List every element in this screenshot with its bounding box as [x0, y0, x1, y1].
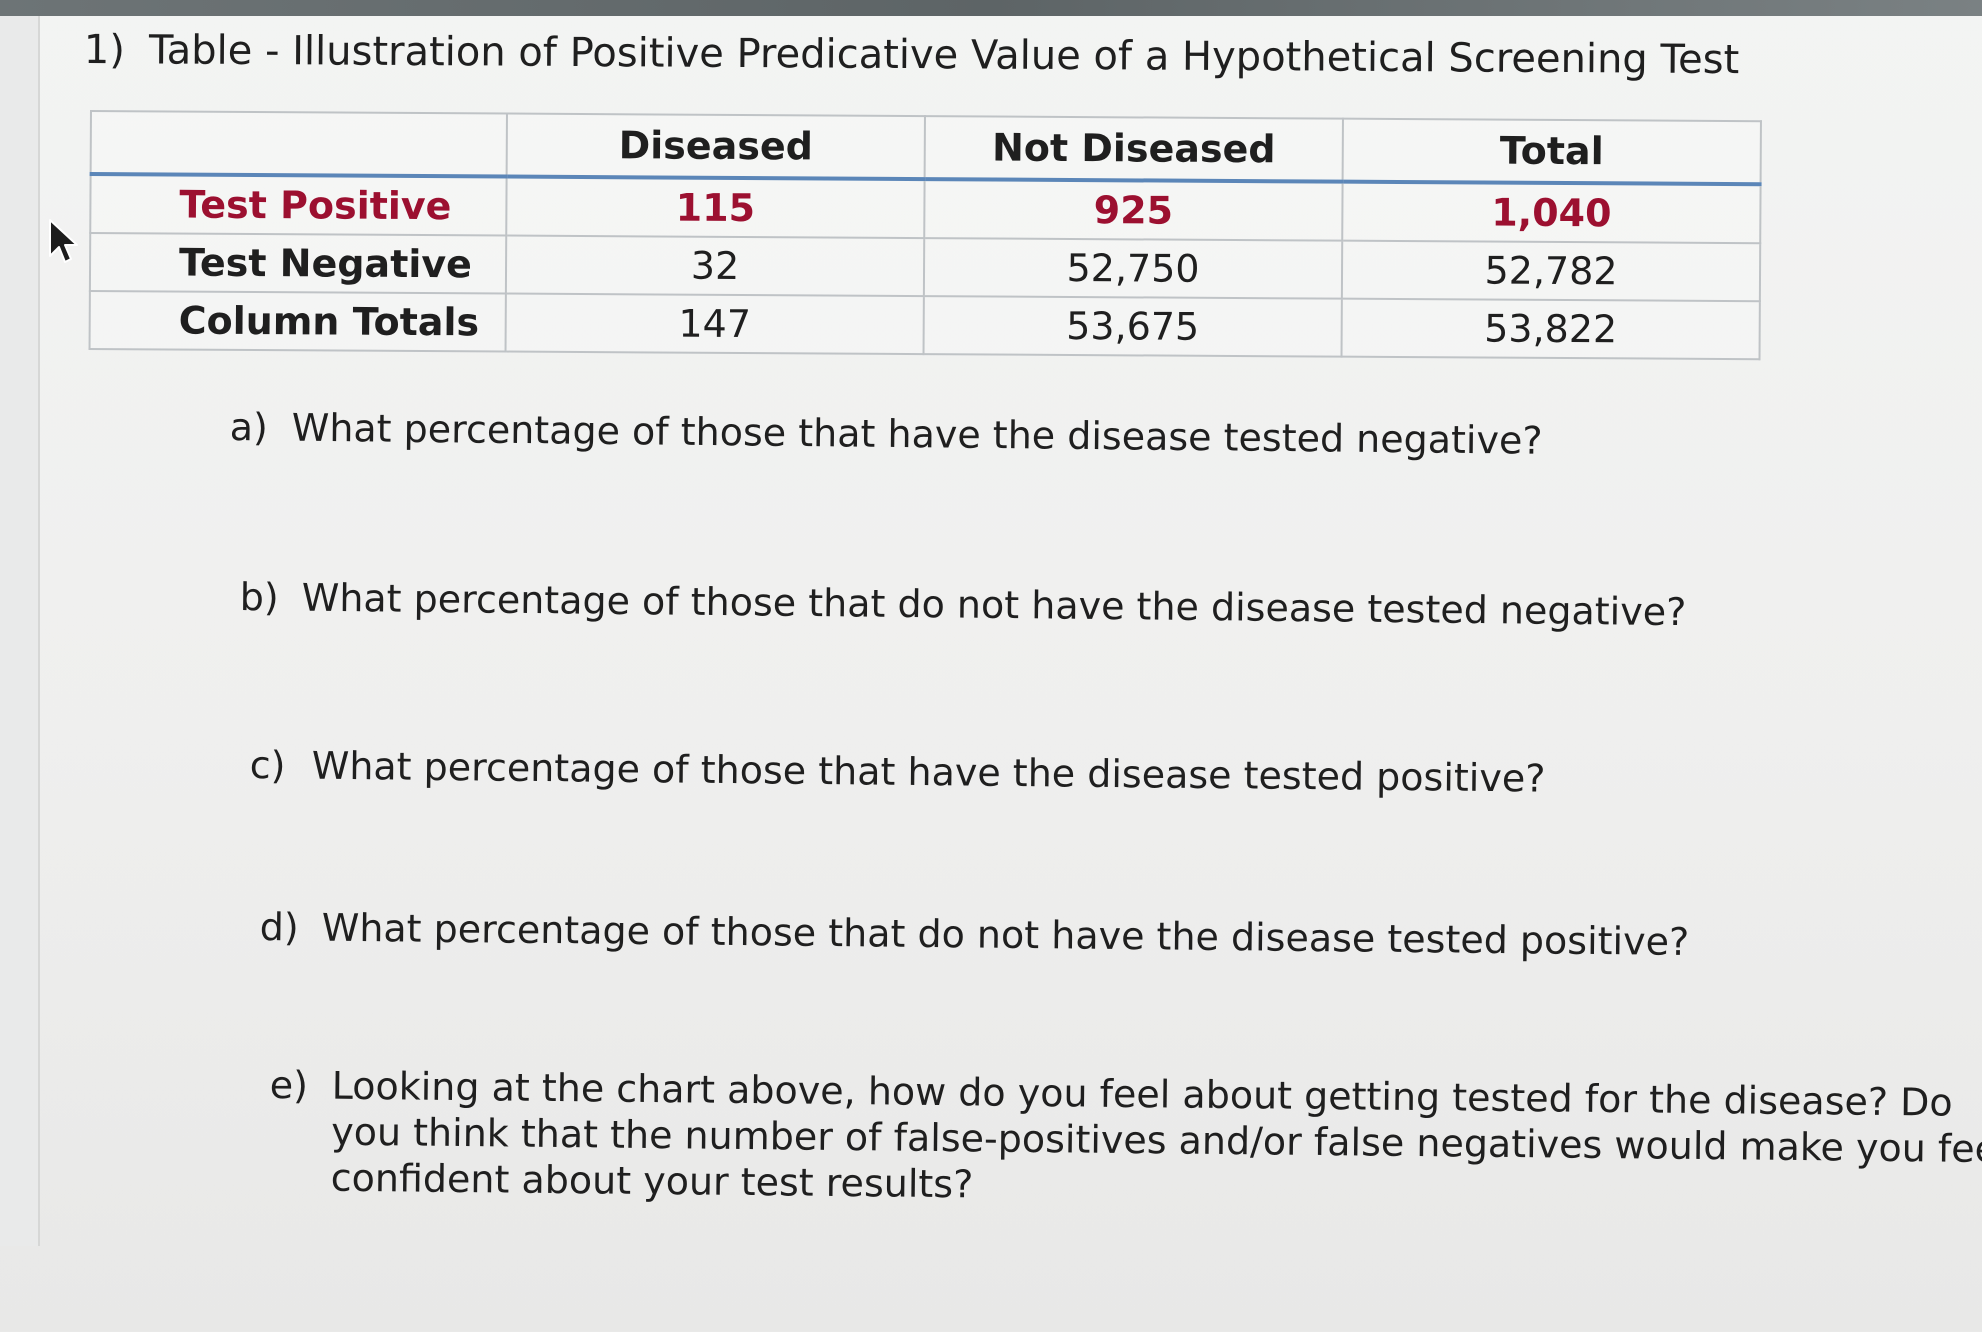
question-b: b) What percentage of those that do not h…: [240, 574, 1687, 635]
table-row-test-negative: Test Negative 32 52,750 52,782: [89, 233, 1761, 302]
cell-positive-not-diseased: 925: [924, 179, 1343, 241]
question-d-text: What percentage of those that do not hav…: [321, 905, 1690, 964]
question-e: e) Looking at the chart above, how do you…: [269, 1062, 1982, 1218]
question-e-letter: e): [269, 1063, 309, 1108]
cell-totals-not-diseased: 53,675: [923, 296, 1342, 357]
cell-positive-diseased: 115: [506, 176, 925, 239]
question-a: a) What percentage of those that have the…: [230, 404, 1543, 464]
question-c: c) What percentage of those that have the…: [250, 742, 1546, 802]
question-b-text: What percentage of those that do not hav…: [301, 575, 1687, 635]
cell-negative-not-diseased: 52,750: [923, 238, 1343, 299]
row-label-test-negative: Test Negative: [89, 233, 507, 294]
column-header-not-diseased: Not Diseased: [924, 116, 1343, 182]
question-c-text: What percentage of those that have the d…: [311, 743, 1546, 801]
top-frame-strip: [0, 0, 1982, 16]
cursor-arrow-icon: [49, 219, 78, 263]
ppv-table-container: Diseased Not Diseased Total Test Positiv…: [88, 110, 1762, 361]
cell-positive-total: 1,040: [1342, 181, 1761, 244]
table-row-column-totals: Column Totals 147 53,675 53,822: [89, 291, 1760, 360]
table-header-row: Diseased Not Diseased Total: [90, 111, 1761, 185]
question-d: d) What percentage of those that do not h…: [260, 904, 1690, 965]
cell-totals-grand-total: 53,822: [1341, 298, 1760, 360]
table-row-test-positive: Test Positive 115 925 1,040: [90, 174, 1761, 244]
column-header-diseased: Diseased: [506, 113, 925, 180]
question-b-letter: b): [239, 574, 279, 620]
ppv-table: Diseased Not Diseased Total Test Positiv…: [88, 110, 1762, 361]
page-heading: 1) Table - Illustration of Positive Predi…: [84, 24, 1740, 86]
question-d-letter: d): [259, 904, 299, 950]
question-e-text: Looking at the chart above, how do you f…: [330, 1063, 1982, 1207]
row-label-column-totals: Column Totals: [89, 291, 506, 352]
column-header-total: Total: [1342, 118, 1761, 185]
question-c-letter: c): [249, 742, 286, 788]
column-header-empty: [90, 111, 507, 177]
cell-negative-diseased: 32: [505, 235, 925, 297]
heading-number: 1): [83, 26, 126, 74]
cell-totals-diseased: 147: [505, 293, 924, 355]
question-a-text: What percentage of those that have the d…: [291, 405, 1543, 463]
heading-title: Table - Illustration of Positive Predica…: [148, 27, 1740, 84]
row-label-test-positive: Test Positive: [90, 174, 507, 236]
left-page-edge: [0, 16, 40, 1246]
question-a-letter: a): [229, 404, 269, 450]
cell-negative-total: 52,782: [1341, 240, 1761, 302]
